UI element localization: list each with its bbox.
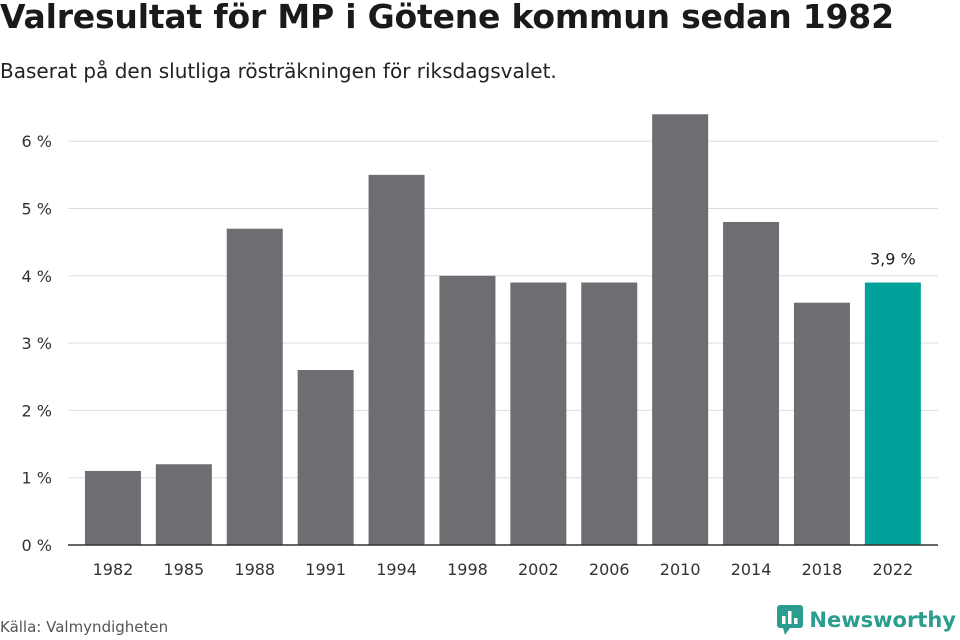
bar-1982[interactable] xyxy=(84,470,141,545)
y-tick-label: 1 % xyxy=(22,469,52,488)
x-tick-label: 1998 xyxy=(447,560,488,579)
y-tick-label: 0 % xyxy=(22,536,52,555)
brand-name: Newsworthy xyxy=(809,608,956,632)
y-tick-label: 4 % xyxy=(22,267,52,286)
bar-1985[interactable] xyxy=(155,464,212,545)
gridlines xyxy=(68,140,938,479)
bar-1994[interactable] xyxy=(368,174,425,545)
x-tick-label: 1994 xyxy=(376,560,417,579)
bar-2006[interactable] xyxy=(581,282,638,545)
bar-2014[interactable] xyxy=(723,221,780,545)
bar-1991[interactable] xyxy=(297,370,354,545)
x-tick-label: 2006 xyxy=(589,560,630,579)
x-tick-label: 1982 xyxy=(93,560,134,579)
x-tick-label: 1988 xyxy=(234,560,275,579)
x-tick-label: 1985 xyxy=(163,560,204,579)
y-tick-label: 6 % xyxy=(22,132,52,151)
x-tick-label: 2022 xyxy=(872,560,913,579)
x-tick-label: 1991 xyxy=(305,560,346,579)
bar-1988[interactable] xyxy=(226,228,283,545)
bar-2022[interactable] xyxy=(864,282,921,545)
x-tick-label: 2018 xyxy=(802,560,843,579)
y-tick-label: 3 % xyxy=(22,334,52,353)
labels: 0 % 1 % 2 % 3 % 4 % 5 % 6 % 1982 1985 1988 1991 199… xyxy=(22,132,916,579)
newsworthy-logo-icon xyxy=(777,605,804,635)
x-tick-label: 2010 xyxy=(660,560,701,579)
x-tick-label: 2014 xyxy=(731,560,772,579)
bar-2002[interactable] xyxy=(510,282,567,545)
data-label-2022: 3,9 % xyxy=(870,250,916,269)
chart-title: Valresultat för MP i Götene kommun sedan… xyxy=(0,0,894,36)
y-tick-label: 2 % xyxy=(22,401,52,420)
chart-subtitle: Baserat på den slutliga rösträkningen fö… xyxy=(0,59,557,83)
bars xyxy=(84,114,921,545)
bar-1998[interactable] xyxy=(439,275,496,545)
bar-2018[interactable] xyxy=(793,302,850,545)
x-tick-label: 2002 xyxy=(518,560,559,579)
brand-logo-group[interactable]: Newsworthy xyxy=(777,605,956,635)
y-tick-label: 5 % xyxy=(22,200,52,219)
bar-2010[interactable] xyxy=(652,114,709,545)
source-note: Källa: Valmyndigheten xyxy=(0,618,169,636)
